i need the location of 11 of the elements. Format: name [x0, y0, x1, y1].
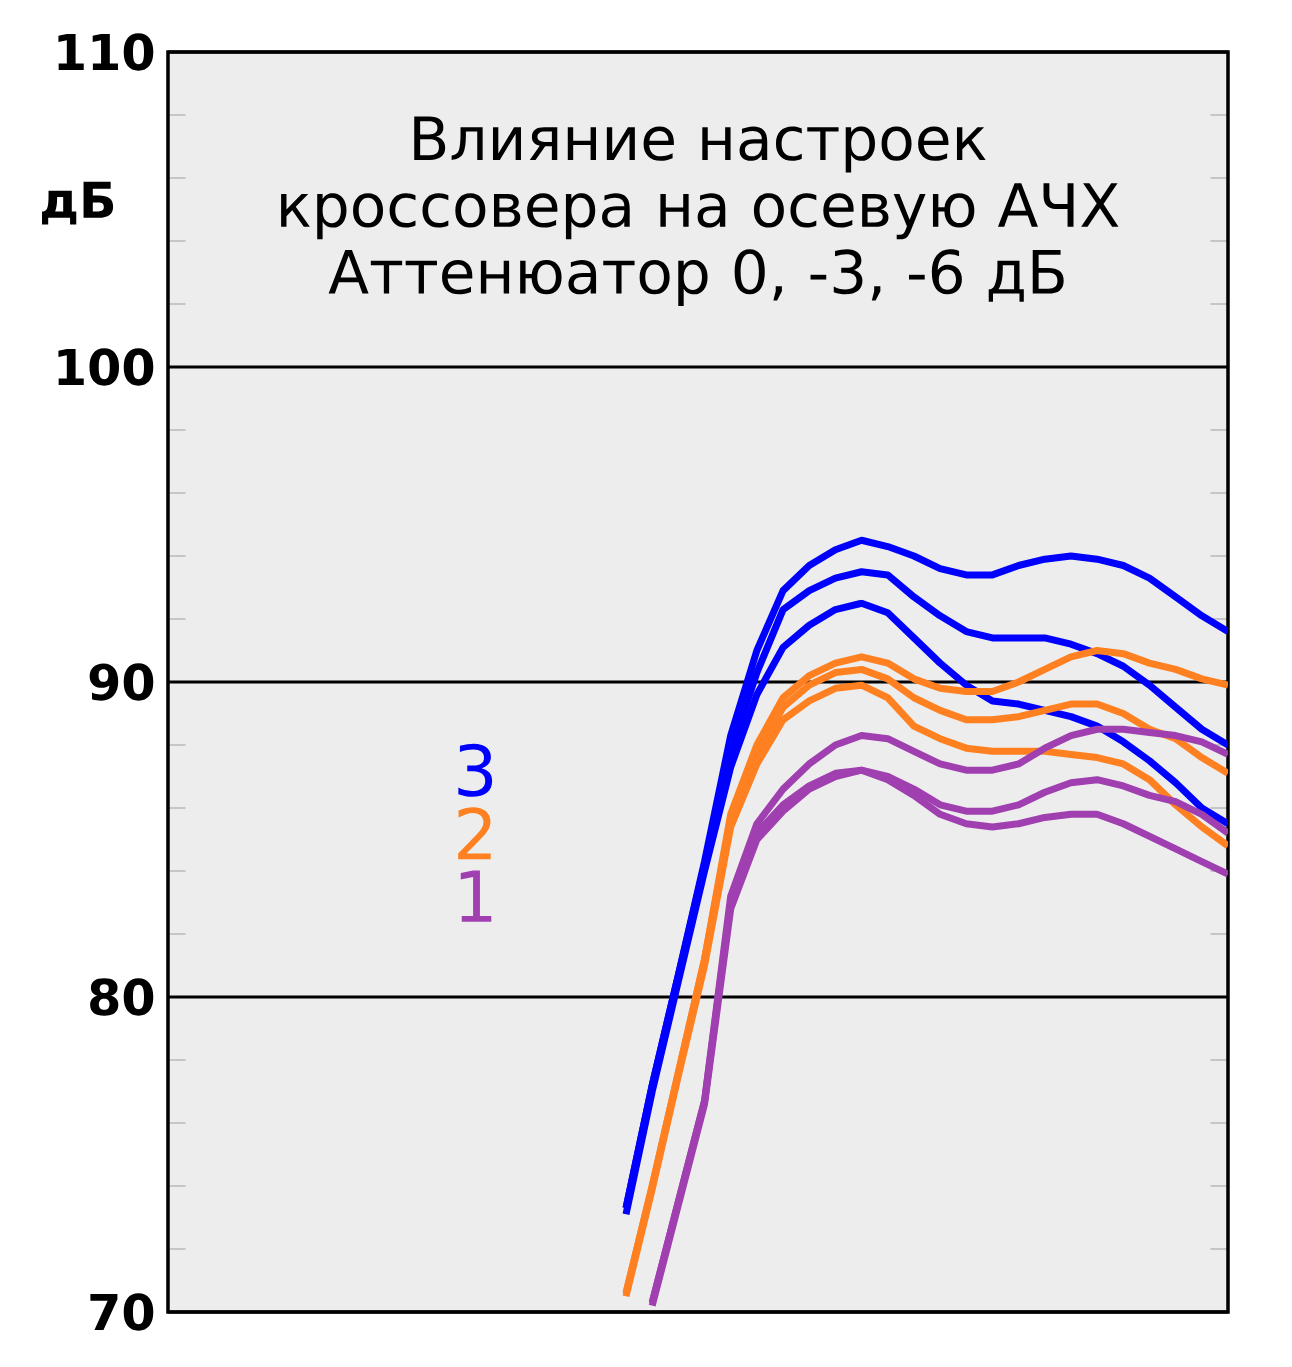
text: 3 [458, 743, 493, 797]
y-tick-label: 100 [58, 348, 154, 386]
y-tick-label: 80 [90, 978, 154, 1016]
y-axis-title: дБ [42, 181, 114, 225]
text: Аттенюатор 0, -3, -6 дБ [328, 249, 1064, 306]
y-tick-label: 70 [90, 1293, 154, 1331]
y-tick-label: 90 [89, 663, 154, 701]
y-tick-label: 110 [58, 33, 154, 71]
text: Влияние настроек кроссовера на осевую АЧХ [281, 116, 1119, 240]
text: 1 [460, 870, 492, 922]
text: 2 [458, 807, 491, 860]
